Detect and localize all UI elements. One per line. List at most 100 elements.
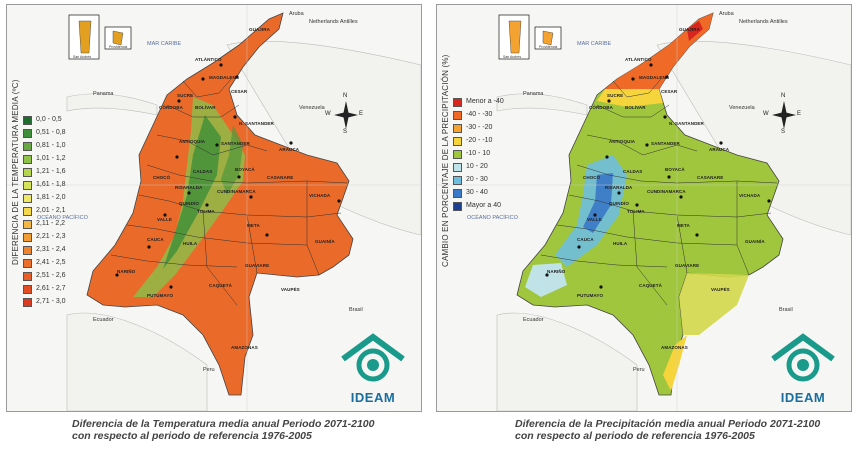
compass-icon bbox=[334, 101, 358, 129]
city-dots bbox=[545, 63, 771, 289]
label-netherlands-antilles: Netherlands Antilles bbox=[739, 19, 788, 25]
dept-vichada: VICHADA bbox=[739, 193, 761, 198]
dept-tolima: TOLIMA bbox=[197, 209, 215, 214]
temperature-caption-line2: con respecto al periodo de referencia 19… bbox=[72, 430, 312, 442]
compass-icon bbox=[772, 101, 796, 129]
ideam-logo: IDEAM bbox=[767, 331, 839, 405]
dept-vichada: VICHADA bbox=[309, 193, 331, 198]
city-dots bbox=[115, 63, 341, 289]
legend-label: 2,11 - 2,2 bbox=[36, 220, 66, 227]
label-san-andres: San Andrés bbox=[503, 55, 522, 59]
dept-arauca: ARAUCA bbox=[279, 147, 300, 152]
san-andres-island bbox=[78, 20, 92, 54]
legend-label: -20 - -10 bbox=[466, 137, 493, 144]
legend-item: 1,21 - 1,6 bbox=[23, 167, 66, 177]
legend-label: 0,0 - 0,5 bbox=[36, 116, 62, 123]
dept-cesar: CESAR bbox=[231, 89, 248, 94]
providencia-island bbox=[112, 30, 124, 46]
dept-guajira: GUAJIRA bbox=[249, 27, 270, 32]
dept-valle: VALLE bbox=[157, 217, 172, 222]
label-mar-caribe: MAR CARIBE bbox=[147, 41, 182, 47]
dept-valle: VALLE bbox=[587, 217, 602, 222]
legend-swatch bbox=[23, 232, 32, 242]
dept-caldas: CALDAS bbox=[623, 169, 643, 174]
label-venezuela: Venezuela bbox=[729, 105, 755, 111]
dept-guajira: GUAJIRA bbox=[679, 27, 700, 32]
legend-label: 10 - 20 bbox=[466, 163, 488, 170]
dept-bolivar: BOLÍVAR bbox=[625, 105, 646, 110]
legend-swatch bbox=[23, 258, 32, 268]
dept-risaralda: RISARALDA bbox=[605, 185, 633, 190]
dept-casanare: CASANARE bbox=[267, 175, 294, 180]
legend-item: 2,21 - 2,3 bbox=[23, 232, 66, 242]
legend-item: 1,81 - 2,0 bbox=[23, 193, 66, 203]
label-ecuador: Ecuador bbox=[523, 317, 544, 323]
dept-guainia: GUAINÍA bbox=[315, 239, 335, 244]
dept-amazonas: AMAZONAS bbox=[661, 345, 688, 350]
legend-label: 2,01 - 2,1 bbox=[36, 207, 66, 214]
compass-south: S bbox=[343, 129, 348, 135]
legend-swatch bbox=[23, 271, 32, 281]
label-aruba: Aruba bbox=[289, 11, 304, 17]
dept-choco: CHOCÓ bbox=[153, 175, 171, 180]
label-aruba: Aruba bbox=[719, 11, 734, 17]
label-ecuador: Ecuador bbox=[93, 317, 114, 323]
precipitation-map-graphic bbox=[437, 5, 851, 411]
dept-santander: SANTANDER bbox=[221, 141, 250, 146]
dept-cordoba: CÓRDOBA bbox=[159, 105, 183, 110]
legend-item: 2,51 - 2,6 bbox=[23, 271, 66, 281]
legend-swatch bbox=[453, 110, 462, 120]
label-oceano-pacifico: OCÉANO PACÍFICO bbox=[37, 215, 88, 221]
san-andres-island bbox=[508, 20, 522, 54]
precipitation-legend: Menor a -40 -40 - -30 -30 - -20 -20 - -10 -1… bbox=[453, 97, 504, 211]
dept-sucre: SUCRE bbox=[177, 93, 194, 98]
legend-label: 1,81 - 2,0 bbox=[36, 194, 66, 201]
dept-vaupes: VAUPÉS bbox=[281, 287, 300, 292]
legend-item: -30 - -20 bbox=[453, 123, 504, 133]
amazonas-dry-zone bbox=[663, 335, 687, 391]
temperature-legend-title: DIFERENCIA DE LA TEMPERATURA MEDIA (ºC) bbox=[11, 79, 20, 265]
dept-nsantander: N. SANTANDER bbox=[239, 121, 274, 126]
legend-label: 20 - 30 bbox=[466, 176, 488, 183]
dept-casanare: CASANARE bbox=[697, 175, 724, 180]
legend-swatch bbox=[453, 123, 462, 133]
legend-label: 2,21 - 2,3 bbox=[36, 233, 66, 240]
southeast-dry-zone bbox=[679, 273, 749, 335]
dept-santander: SANTANDER bbox=[651, 141, 680, 146]
dept-cundinamarca: CUNDINAMARCA bbox=[217, 189, 256, 194]
legend-item: Menor a -40 bbox=[453, 97, 504, 107]
dept-putumayo: PUTUMAYO bbox=[147, 293, 174, 298]
dept-atlantico: ATLÁNTICO bbox=[195, 57, 222, 62]
department-borders bbox=[110, 78, 348, 306]
label-mar-caribe: MAR CARIBE bbox=[577, 41, 612, 47]
dept-atlantico: ATLÁNTICO bbox=[625, 57, 652, 62]
ideam-logo-text: IDEAM bbox=[350, 390, 396, 405]
legend-item: Mayor a 40 bbox=[453, 201, 504, 211]
compass-north: N bbox=[781, 93, 786, 99]
dept-vaupes: VAUPÉS bbox=[711, 287, 730, 292]
label-panama: Panama bbox=[93, 91, 114, 97]
legend-label: -30 - -20 bbox=[466, 124, 493, 131]
dept-antioquia: ANTIOQUIA bbox=[179, 139, 206, 144]
legend-label: 0,81 - 1,0 bbox=[36, 142, 66, 149]
legend-item: -20 - -10 bbox=[453, 136, 504, 146]
legend-swatch bbox=[23, 154, 32, 164]
legend-item: 10 - 20 bbox=[453, 162, 504, 172]
dept-arauca: ARAUCA bbox=[709, 147, 730, 152]
legend-swatch bbox=[453, 162, 462, 172]
legend-label: 30 - 40 bbox=[466, 189, 488, 196]
legend-swatch bbox=[23, 167, 32, 177]
legend-swatch bbox=[23, 245, 32, 255]
label-peru: Peru bbox=[203, 367, 215, 373]
legend-label: 2,51 - 2,6 bbox=[36, 272, 66, 279]
legend-label: 2,31 - 2,4 bbox=[36, 246, 66, 253]
panama-land bbox=[496, 93, 588, 116]
legend-item: 2,41 - 2,5 bbox=[23, 258, 66, 268]
label-san-andres: San Andrés bbox=[73, 55, 92, 59]
compass-east: E bbox=[797, 111, 802, 117]
dept-cordoba: CÓRDOBA bbox=[589, 105, 613, 110]
legend-item: 0,0 - 0,5 bbox=[23, 115, 66, 125]
dept-antioquia: ANTIOQUIA bbox=[609, 139, 636, 144]
legend-swatch bbox=[23, 115, 32, 125]
label-providencia: Providencia bbox=[109, 45, 128, 49]
